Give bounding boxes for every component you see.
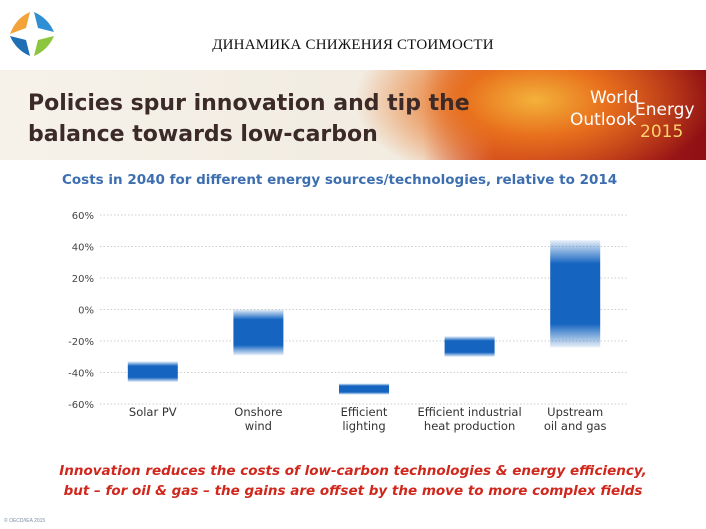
banner-line-2: balance towards low-carbon — [28, 122, 378, 147]
range-bar — [233, 309, 284, 356]
chart-title: Costs in 2040 for different energy sourc… — [62, 172, 618, 188]
weo-logo-world: World — [590, 88, 639, 108]
banner: Policies spur innovation and tip the bal… — [0, 70, 706, 160]
footer-line-2: but – for oil & gas – the gains are offs… — [63, 483, 643, 499]
y-tick-label: -40% — [68, 369, 94, 380]
y-tick-label: 0% — [78, 306, 94, 317]
x-category-label: Solar PV — [129, 405, 177, 419]
x-category-label: Upstream — [547, 405, 603, 419]
banner-headline: Policies spur innovation and tip the bal… — [28, 88, 470, 150]
slide-title: ДИНАМИКА СНИЖЕНИЯ СТОИМОСТИ — [212, 37, 494, 53]
weo-logo-year: 2015 — [640, 122, 684, 142]
x-category-label: Efficient — [341, 405, 388, 419]
footer-message: Innovation reduces the costs of low-carb… — [0, 461, 706, 501]
weo-logo-energy: Energy — [635, 100, 695, 120]
x-category-label: lighting — [342, 419, 385, 433]
weo-logo: World Energy Outlook 2015 — [568, 88, 700, 144]
x-category-label: Onshore — [234, 405, 282, 419]
y-tick-label: -20% — [68, 337, 94, 348]
x-category-label: oil and gas — [544, 419, 607, 433]
x-category-label: wind — [245, 419, 272, 433]
y-tick-label: 40% — [72, 243, 94, 254]
range-bar — [339, 383, 389, 395]
y-tick-label: 20% — [72, 274, 94, 285]
range-bar — [550, 240, 601, 348]
footnote: © OECD/IEA 2015 — [4, 518, 46, 524]
x-category-label: Efficient industrial — [418, 405, 522, 419]
range-bar — [444, 336, 495, 357]
x-category-label: heat production — [424, 419, 515, 433]
y-tick-label: -60% — [68, 400, 94, 411]
y-tick-label: 60% — [72, 211, 94, 222]
footer-line-1: Innovation reduces the costs of low-carb… — [59, 463, 647, 479]
weo-logo-outlook: Outlook — [570, 110, 637, 130]
company-logo — [10, 12, 54, 56]
banner-line-1: Policies spur innovation and tip the — [28, 91, 470, 116]
range-bar — [127, 361, 178, 382]
